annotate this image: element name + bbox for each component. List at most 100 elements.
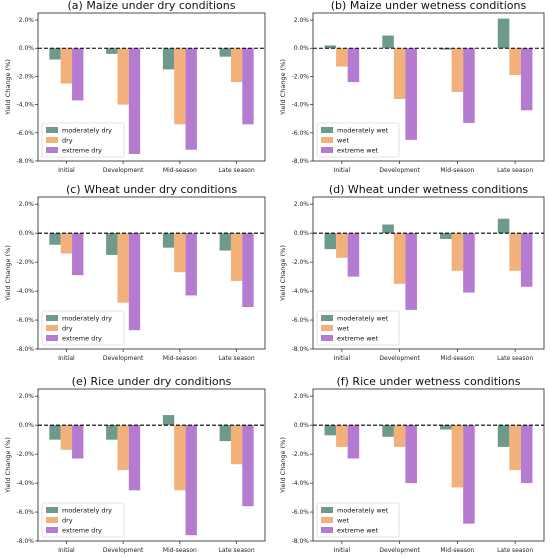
bar-dry-3	[230, 48, 243, 83]
legend-swatch	[46, 507, 58, 513]
legend-label: moderately dry	[62, 315, 112, 323]
bar-extreme-dry-3	[242, 425, 254, 507]
bar-moderately-dry-0	[49, 425, 61, 440]
y-tick-label: 0.0%	[19, 422, 35, 429]
x-tick-label: Development	[379, 547, 420, 554]
bar-extreme-dry-0	[72, 425, 84, 459]
y-tick-label: -8.0%	[292, 538, 310, 545]
bar-extreme-wet-1	[405, 48, 417, 140]
bar-extreme-dry-1	[128, 48, 141, 154]
legend-box	[316, 310, 400, 346]
bar-moderately-wet-0	[324, 425, 337, 436]
legend-swatch	[321, 147, 333, 153]
legend-label: extreme wet	[337, 147, 379, 155]
y-tick-label: -6.0%	[292, 509, 310, 516]
x-tick-label: Mid-season	[440, 547, 474, 554]
bar-extreme-wet-3	[520, 48, 533, 111]
legend-label: extreme dry	[62, 527, 102, 535]
x-tick-label: Mid-season	[163, 355, 197, 362]
bar-extreme-wet-0	[347, 233, 360, 277]
legend-label: extreme wet	[337, 527, 379, 535]
x-tick-label: Initial	[334, 167, 351, 174]
legend-swatch	[46, 527, 58, 533]
x-tick-label: Development	[103, 355, 144, 362]
y-tick-label: -2.0%	[292, 73, 310, 80]
legend-box	[41, 502, 125, 538]
bar-dry-3	[230, 425, 243, 465]
bar-moderately-dry-2	[162, 415, 175, 426]
y-axis-label: Yield Change (%)	[279, 245, 287, 302]
chart-panel-0: (a) Maize under dry conditions Yield Chan…	[4, 0, 266, 174]
legend-swatch	[46, 517, 58, 523]
bar-extreme-dry-2	[185, 233, 197, 296]
bar-wet-2	[451, 425, 464, 488]
y-tick-label: 2.0%	[294, 393, 310, 400]
bar-extreme-dry-2	[185, 48, 197, 150]
bar-extreme-dry-3	[242, 233, 254, 308]
legend-label: extreme dry	[62, 147, 102, 155]
bar-extreme-wet-3	[520, 425, 533, 484]
bar-wet-1	[393, 233, 406, 284]
bar-moderately-wet-3	[497, 18, 510, 49]
legend-swatch	[46, 315, 58, 321]
bar-moderately-wet-1	[382, 224, 394, 234]
y-tick-label: -2.0%	[292, 259, 310, 266]
y-tick-label: -6.0%	[292, 130, 310, 137]
bar-moderately-wet-2	[440, 425, 452, 430]
y-tick-label: 0.0%	[19, 230, 35, 237]
bar-extreme-dry-3	[242, 48, 254, 125]
y-tick-label: -4.0%	[17, 480, 35, 487]
legend-swatch	[46, 325, 58, 331]
bar-extreme-dry-1	[128, 425, 141, 491]
bar-moderately-wet-3	[497, 425, 510, 447]
plot-frame	[37, 388, 266, 542]
y-tick-label: 0.0%	[294, 422, 310, 429]
legend-swatch	[321, 315, 333, 321]
x-tick-label: Initial	[334, 547, 351, 554]
legend-swatch	[321, 507, 333, 513]
legend-swatch	[321, 325, 333, 331]
bar-wet-1	[393, 48, 406, 99]
bar-extreme-wet-1	[405, 425, 417, 484]
y-axis-label: Yield Change (%)	[4, 245, 12, 302]
plot-frame	[37, 12, 266, 162]
bar-extreme-wet-2	[463, 425, 475, 524]
legend-swatch	[46, 127, 58, 133]
x-tick-label: Late season	[219, 547, 255, 554]
legend-swatch	[321, 137, 333, 143]
bar-wet-0	[336, 48, 348, 67]
x-tick-label: Late season	[219, 355, 255, 362]
bar-wet-3	[509, 48, 521, 76]
bar-moderately-wet-0	[324, 233, 337, 250]
legend-swatch	[321, 527, 333, 533]
y-tick-label: -4.0%	[17, 288, 35, 295]
bar-moderately-dry-3	[219, 425, 231, 442]
bar-moderately-wet-2	[440, 233, 452, 239]
legend-label: moderately dry	[62, 127, 112, 135]
x-tick-label: Development	[379, 167, 420, 174]
legend-label: moderately wet	[337, 507, 389, 515]
legend-label: moderately wet	[337, 127, 389, 135]
legend-label: dry	[62, 517, 73, 525]
legend-label: moderately dry	[62, 507, 112, 515]
bar-moderately-dry-1	[106, 425, 118, 440]
chart-title: (e) Rice under dry conditions	[72, 375, 232, 388]
y-axis-label: Yield Change (%)	[4, 437, 12, 494]
legend-box	[316, 122, 400, 158]
y-tick-label: -6.0%	[292, 317, 310, 324]
y-tick-label: -6.0%	[17, 509, 35, 516]
legend-swatch	[321, 335, 333, 341]
bar-extreme-dry-2	[185, 425, 197, 536]
bar-dry-0	[60, 48, 73, 84]
y-tick-label: -8.0%	[17, 158, 35, 165]
y-tick-label: 0.0%	[294, 45, 310, 52]
y-tick-label: -4.0%	[292, 288, 310, 295]
bar-extreme-dry-0	[72, 48, 84, 101]
y-tick-label: -2.0%	[17, 451, 35, 458]
x-tick-label: Late season	[497, 355, 533, 362]
y-axis-label: Yield Change (%)	[279, 437, 287, 494]
bar-dry-3	[230, 233, 243, 281]
x-tick-label: Initial	[334, 355, 351, 362]
bar-moderately-dry-1	[106, 48, 118, 54]
